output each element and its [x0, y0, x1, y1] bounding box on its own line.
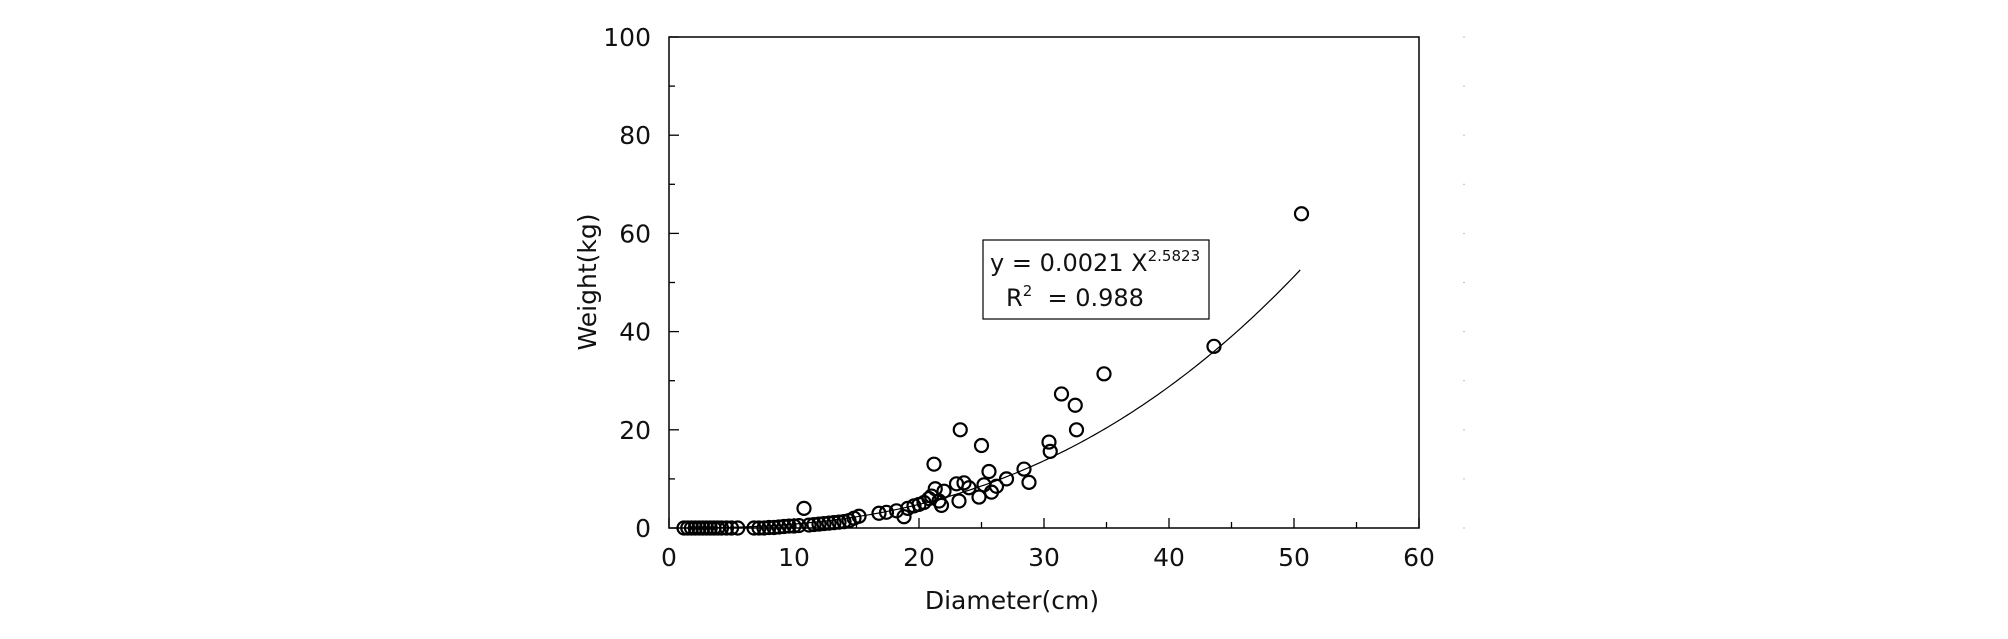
y-tick-label: 20	[619, 416, 651, 445]
data-point	[998, 471, 1015, 487]
equation-box: y = 0.0021 X2.5823 R2 = 0.988	[982, 239, 1210, 320]
data-point	[801, 517, 817, 533]
data-point	[1021, 474, 1037, 490]
data-point	[791, 517, 807, 534]
data-point	[1206, 338, 1222, 354]
y-axis-title: Weight(kg)	[573, 214, 602, 351]
margin-dot	[1463, 232, 1465, 234]
data-point	[771, 519, 787, 535]
data-point	[1096, 366, 1112, 382]
data-point	[961, 480, 977, 496]
data-point	[896, 509, 912, 525]
data-point	[1068, 422, 1085, 438]
margin-dot	[1463, 429, 1465, 431]
data-point	[871, 505, 887, 521]
data-point	[1041, 434, 1057, 450]
data-point	[1042, 443, 1058, 459]
data-point	[1016, 461, 1032, 477]
data-point	[951, 493, 967, 509]
data-point	[933, 497, 950, 514]
margin-dot	[1463, 478, 1465, 480]
data-point	[923, 488, 940, 504]
x-tick-label: 0	[661, 543, 677, 572]
data-point	[971, 489, 987, 505]
x-tick-label: 40	[1153, 543, 1185, 572]
x-tick-label: 20	[903, 543, 935, 572]
margin-dot	[1463, 380, 1465, 382]
data-point	[1053, 386, 1070, 402]
y-axis-tick-labels: 0 20 40 60 80 100	[603, 23, 651, 543]
data-point	[776, 518, 792, 535]
margin-dot	[1463, 134, 1465, 136]
data-point	[926, 456, 942, 472]
y-tick-label: 60	[619, 219, 651, 248]
right-margin-dots	[1463, 36, 1465, 529]
data-point	[713, 520, 730, 536]
data-point	[756, 520, 772, 536]
data-point	[730, 520, 746, 536]
data-point	[796, 500, 812, 516]
data-point	[826, 514, 842, 531]
data-point	[878, 504, 895, 520]
data-point	[1067, 397, 1083, 413]
margin-dot	[1463, 527, 1465, 529]
equation-line-2: R2 = 0.988	[1006, 282, 1144, 312]
data-point	[816, 515, 832, 532]
data-point	[766, 519, 782, 536]
data-point	[956, 475, 972, 491]
data-point	[786, 518, 802, 534]
margin-dot	[1463, 331, 1465, 333]
data-point	[973, 437, 990, 454]
x-tick-label: 30	[1028, 543, 1060, 572]
x-tick-label: 60	[1403, 543, 1435, 572]
data-point	[988, 478, 1005, 494]
x-axis-title: Diameter(cm)	[925, 586, 1099, 615]
equation-box-frame	[982, 239, 1210, 320]
margin-dot	[1463, 282, 1465, 283]
data-point	[751, 520, 767, 536]
data-point	[1293, 206, 1310, 222]
data-point	[746, 520, 762, 536]
margin-dot	[1463, 183, 1465, 185]
data-point	[806, 516, 822, 533]
equation-line-1: y = 0.0021 X2.5823	[990, 247, 1200, 277]
data-point	[821, 515, 837, 531]
data-point	[723, 520, 740, 536]
x-tick-label: 50	[1278, 543, 1310, 572]
data-point	[781, 518, 797, 534]
data-point	[936, 483, 952, 499]
data-points	[676, 206, 1310, 536]
data-point	[718, 520, 735, 536]
data-point	[811, 516, 827, 532]
data-point	[761, 519, 777, 536]
y-tick-label: 40	[619, 318, 651, 347]
margin-dot	[1463, 85, 1465, 87]
x-axis-tick-labels: 0 10 20 30 40 50 60	[661, 543, 1435, 572]
data-point	[952, 422, 968, 438]
y-tick-label: 0	[635, 514, 651, 543]
y-tick-label: 100	[603, 23, 651, 52]
y-tick-label: 80	[619, 121, 651, 150]
margin-dot	[1463, 36, 1465, 38]
data-point	[981, 463, 997, 480]
data-point	[831, 514, 847, 530]
data-point	[851, 508, 867, 524]
x-tick-label: 10	[778, 543, 810, 572]
